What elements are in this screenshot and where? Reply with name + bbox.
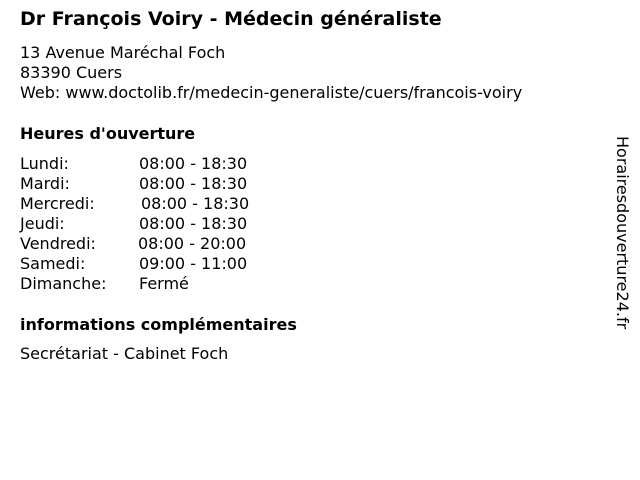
watermark: Horairesdouverture24.fr <box>613 136 632 330</box>
hours-row: Dimanche: Fermé <box>20 274 249 294</box>
hours-row: Lundi: 08:00 - 18:30 <box>20 154 249 174</box>
day-label: Dimanche: <box>20 274 107 293</box>
info-text: Secrétariat - Cabinet Foch <box>20 344 229 363</box>
info-heading: informations complémentaires <box>20 315 297 334</box>
hours-row: Mercredi: 08:00 - 18:30 <box>20 194 249 214</box>
address-street: 13 Avenue Maréchal Foch <box>20 43 226 62</box>
time-value: 09:00 - 11:00 <box>139 254 248 273</box>
hours-row: Mardi: 08:00 - 18:30 <box>20 174 249 194</box>
hours-row: Vendredi: 08:00 - 20:00 <box>20 234 249 254</box>
day-label: Vendredi: <box>20 234 96 253</box>
time-value: 08:00 - 18:30 <box>139 174 248 193</box>
time-value: 08:00 - 18:30 <box>139 154 248 173</box>
hours-heading: Heures d'ouverture <box>20 124 196 143</box>
day-label: Lundi: <box>20 154 69 173</box>
time-value: Fermé <box>139 274 189 293</box>
day-label: Samedi: <box>20 254 86 273</box>
hours-table: Lundi: 08:00 - 18:30 Mardi: 08:00 - 18:30 … <box>20 154 249 294</box>
hours-row: Samedi: 09:00 - 11:00 <box>20 254 249 274</box>
time-value: 08:00 - 20:00 <box>138 234 247 253</box>
page-title: Dr François Voiry - Médecin généraliste <box>20 8 442 30</box>
website-link[interactable]: Web: www.doctolib.fr/medecin-generaliste… <box>20 83 523 102</box>
day-label: Jeudi: <box>20 214 65 233</box>
time-value: 08:00 - 18:30 <box>139 214 248 233</box>
time-value: 08:00 - 18:30 <box>141 194 250 213</box>
day-label: Mercredi: <box>20 194 95 213</box>
day-label: Mardi: <box>20 174 70 193</box>
hours-row: Jeudi: 08:00 - 18:30 <box>20 214 249 234</box>
address-city: 83390 Cuers <box>20 63 123 82</box>
